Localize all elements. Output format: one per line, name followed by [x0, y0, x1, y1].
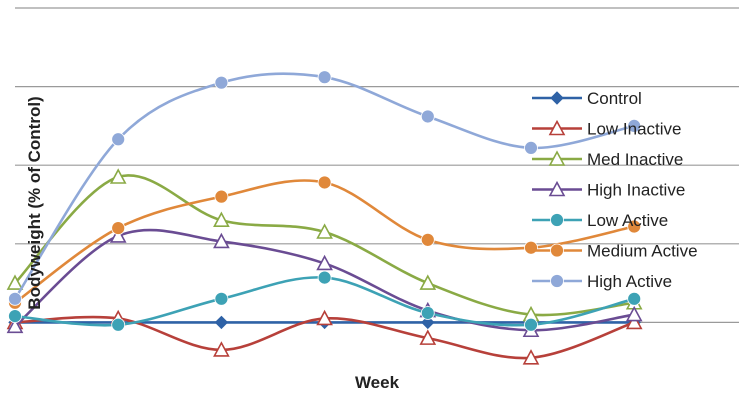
data-point	[316, 309, 333, 326]
y-axis-title: Bodyweight (% of Control)	[25, 96, 44, 309]
legend-item: Control	[532, 89, 642, 108]
data-point	[625, 305, 643, 322]
data-point	[214, 189, 229, 204]
legend-label: High Active	[587, 272, 672, 291]
data-point	[111, 132, 126, 147]
data-point	[627, 119, 642, 133]
legend-label: Low Inactive	[587, 120, 682, 139]
data-point	[109, 227, 127, 243]
data-point	[627, 291, 642, 306]
data-point	[627, 219, 642, 234]
data-point	[213, 341, 230, 357]
data-point	[214, 75, 229, 90]
legend-item: Low Inactive	[532, 120, 682, 139]
data-point	[109, 168, 127, 184]
legend-label: Medium Active	[587, 242, 698, 261]
data-point	[111, 221, 126, 235]
data-point	[6, 317, 24, 334]
series-line	[14, 174, 635, 317]
data-point	[6, 274, 24, 290]
legend-marker	[550, 243, 564, 258]
data-point	[419, 274, 437, 290]
data-point	[317, 270, 332, 285]
x-axis-title: Week	[355, 373, 400, 392]
legend-marker	[548, 150, 566, 166]
data-point	[316, 223, 333, 239]
legend-item: Med Inactive	[532, 150, 683, 169]
legend-marker	[548, 119, 566, 136]
legend-marker	[550, 213, 564, 227]
data-point	[522, 349, 540, 365]
legend-marker	[550, 274, 564, 288]
series-med-inactive	[6, 168, 643, 322]
legend-item: Medium Active	[532, 242, 698, 261]
legend-item: Low Active	[532, 211, 668, 230]
data-point	[419, 329, 437, 345]
data-point	[214, 291, 229, 306]
series-layer	[6, 70, 643, 365]
data-point	[625, 313, 643, 330]
data-point	[420, 306, 435, 320]
series-low-inactive	[6, 309, 643, 365]
legend-label: Med Inactive	[587, 150, 683, 169]
data-point	[421, 315, 435, 330]
legend-item: High Inactive	[532, 181, 685, 200]
series-low-active	[8, 270, 642, 332]
data-point	[524, 141, 538, 155]
data-point	[111, 317, 126, 332]
data-point	[214, 315, 229, 330]
legend-label: Control	[587, 89, 642, 108]
data-point	[316, 254, 333, 271]
legend-label: High Inactive	[587, 181, 685, 200]
data-point	[524, 317, 538, 332]
data-point	[8, 309, 22, 324]
legend-item: High Active	[532, 272, 672, 291]
data-point	[213, 211, 230, 228]
series-high-active	[8, 70, 642, 306]
legend-marker	[550, 91, 564, 105]
data-point	[420, 232, 435, 247]
data-point	[213, 232, 230, 249]
data-point	[8, 291, 22, 306]
data-point	[524, 240, 538, 255]
data-point	[317, 175, 332, 190]
legend-label: Low Active	[587, 211, 668, 230]
data-point	[317, 70, 332, 85]
legend-marker	[548, 180, 566, 197]
legend: Control Low Inactive Med Inactive High Inac…	[532, 89, 698, 291]
data-point	[420, 109, 435, 124]
